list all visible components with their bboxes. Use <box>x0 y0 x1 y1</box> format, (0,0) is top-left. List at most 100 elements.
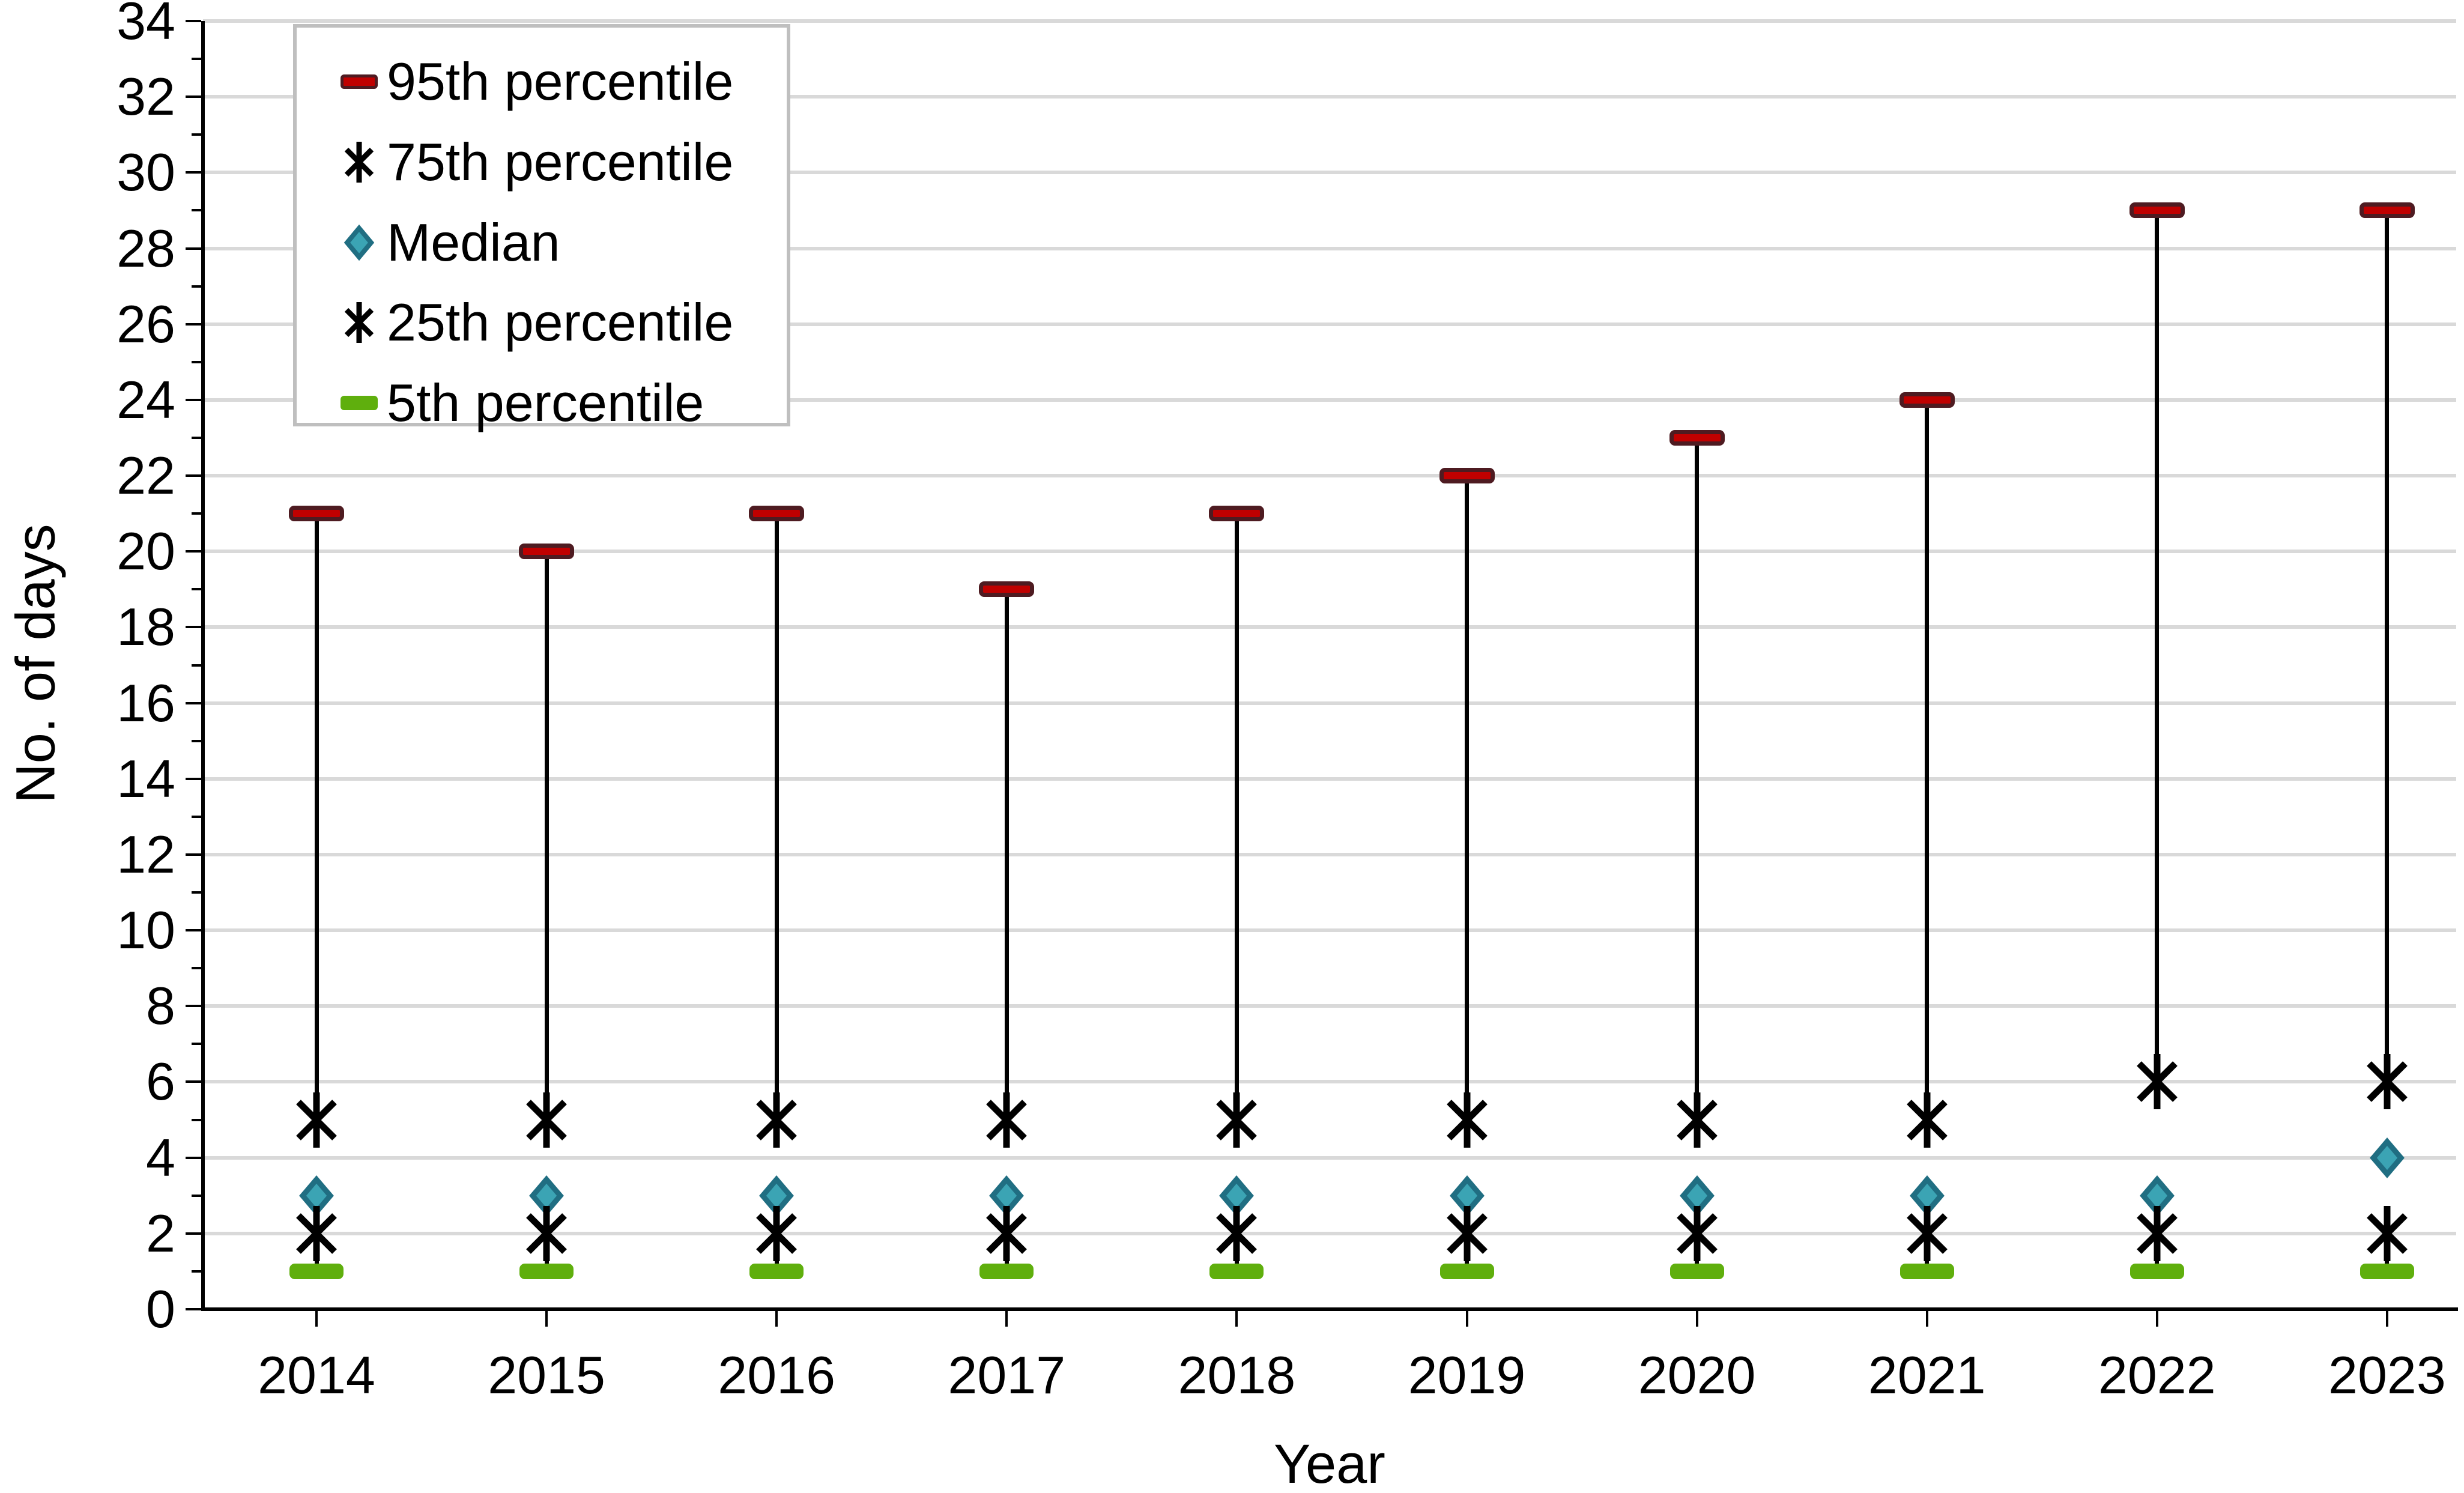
marker-75th-percentile <box>1906 1092 1948 1148</box>
marker-5th-percentile <box>979 1263 1034 1279</box>
gridline <box>203 1231 2456 1235</box>
marker-25th-percentile-icon <box>526 1205 567 1261</box>
high-low-line <box>544 551 549 1120</box>
y-minor-tick <box>192 588 201 591</box>
gridline <box>203 701 2456 705</box>
x-tick <box>1695 1311 1698 1327</box>
high-low-line <box>2155 210 2160 1082</box>
gridline <box>203 1004 2456 1008</box>
y-tick-label: 14 <box>117 748 175 808</box>
y-major-tick <box>186 853 201 856</box>
asterisk-legend-icon <box>344 300 374 345</box>
y-minor-tick <box>192 815 201 818</box>
marker-5th-percentile <box>1899 1263 1954 1279</box>
marker-75th-percentile <box>1446 1092 1488 1148</box>
gridline <box>203 474 2456 478</box>
marker-75th-percentile-icon <box>756 1092 798 1148</box>
marker-75th-percentile-icon <box>1446 1092 1488 1148</box>
x-tick-label: 2014 <box>258 1345 375 1405</box>
marker-5th-percentile <box>2130 1263 2184 1279</box>
y-minor-tick <box>192 436 201 439</box>
y-tick-label: 2 <box>146 1203 175 1263</box>
marker-25th-percentile <box>1676 1205 1718 1261</box>
gridline <box>203 171 2456 175</box>
marker-95th-percentile <box>1209 506 1265 522</box>
asterisk-legend-icon <box>344 140 374 184</box>
y-major-tick <box>186 474 201 477</box>
y-tick-label: 4 <box>146 1127 175 1187</box>
y-tick-label: 18 <box>117 597 175 657</box>
y-minor-tick <box>192 285 201 288</box>
y-major-tick <box>186 550 201 553</box>
marker-5th-percentile <box>1209 1263 1264 1279</box>
x-tick-label: 2017 <box>948 1345 1066 1405</box>
y-major-tick <box>186 171 201 174</box>
marker-5th-percentile <box>2360 1263 2414 1279</box>
y-tick-label: 24 <box>117 369 175 429</box>
marker-25th-percentile <box>1906 1205 1948 1261</box>
gridline <box>203 928 2456 933</box>
legend-label: Median <box>387 212 560 272</box>
marker-95th-percentile <box>289 506 344 522</box>
marker-25th-percentile-icon <box>1906 1205 1948 1261</box>
y-minor-tick <box>192 1270 201 1273</box>
marker-25th-percentile <box>986 1205 1028 1261</box>
y-major-tick <box>186 247 201 250</box>
y-major-tick <box>186 626 201 629</box>
y-tick-label: 20 <box>117 521 175 581</box>
y-major-tick <box>186 1005 201 1008</box>
y-minor-tick <box>192 360 201 363</box>
high-low-line <box>314 513 319 1120</box>
y-tick-label: 30 <box>117 142 175 202</box>
marker-75th-percentile <box>1216 1092 1258 1148</box>
legend-label: 25th percentile <box>387 292 734 353</box>
dash-legend-icon <box>341 396 378 410</box>
marker-25th-percentile-icon <box>1216 1205 1258 1261</box>
marker-75th-percentile-icon <box>986 1092 1028 1148</box>
y-tick-label: 26 <box>117 294 175 354</box>
marker-75th-percentile <box>986 1092 1028 1148</box>
marker-75th-percentile-icon <box>1676 1092 1718 1148</box>
x-tick-label: 2021 <box>1868 1345 1986 1405</box>
marker-95th-percentile <box>1899 392 1955 408</box>
marker-5th-percentile <box>1439 1263 1494 1279</box>
y-tick-label: 8 <box>146 976 175 1036</box>
gridline <box>203 1155 2456 1160</box>
marker-25th-percentile-icon <box>756 1205 798 1261</box>
high-low-line <box>1465 476 1469 1120</box>
gridline <box>203 322 2456 326</box>
y-minor-tick <box>192 209 201 212</box>
gridline <box>203 398 2456 402</box>
y-major-tick <box>186 95 201 98</box>
marker-25th-percentile <box>756 1205 798 1261</box>
y-major-tick <box>186 701 201 704</box>
x-tick-label: 2018 <box>1178 1345 1296 1405</box>
y-minor-tick <box>192 512 201 515</box>
x-tick <box>315 1311 318 1327</box>
y-tick-label: 28 <box>117 218 175 278</box>
marker-75th-percentile <box>296 1092 337 1148</box>
marker-25th-percentile-icon <box>1676 1205 1718 1261</box>
marker-25th-percentile-icon <box>2136 1205 2178 1261</box>
y-minor-tick <box>192 739 201 742</box>
y-major-tick <box>186 1232 201 1235</box>
y-major-tick <box>186 398 201 401</box>
marker-25th-percentile <box>296 1205 337 1261</box>
y-major-tick <box>186 1080 201 1083</box>
high-low-line <box>1695 437 1700 1120</box>
marker-25th-percentile-icon <box>986 1205 1028 1261</box>
y-tick-label: 0 <box>146 1279 175 1339</box>
y-minor-tick <box>192 1118 201 1121</box>
y-minor-tick <box>192 891 201 894</box>
x-tick <box>1465 1311 1468 1327</box>
marker-25th-percentile-icon <box>296 1205 337 1261</box>
marker-95th-percentile <box>979 581 1035 598</box>
marker-95th-percentile <box>749 506 805 522</box>
y-major-tick <box>186 777 201 780</box>
marker-5th-percentile <box>1669 1263 1724 1279</box>
x-tick <box>2385 1311 2388 1327</box>
marker-25th-percentile <box>1446 1205 1488 1261</box>
legend-label: 5th percentile <box>387 373 704 432</box>
y-minor-tick <box>192 1194 201 1197</box>
